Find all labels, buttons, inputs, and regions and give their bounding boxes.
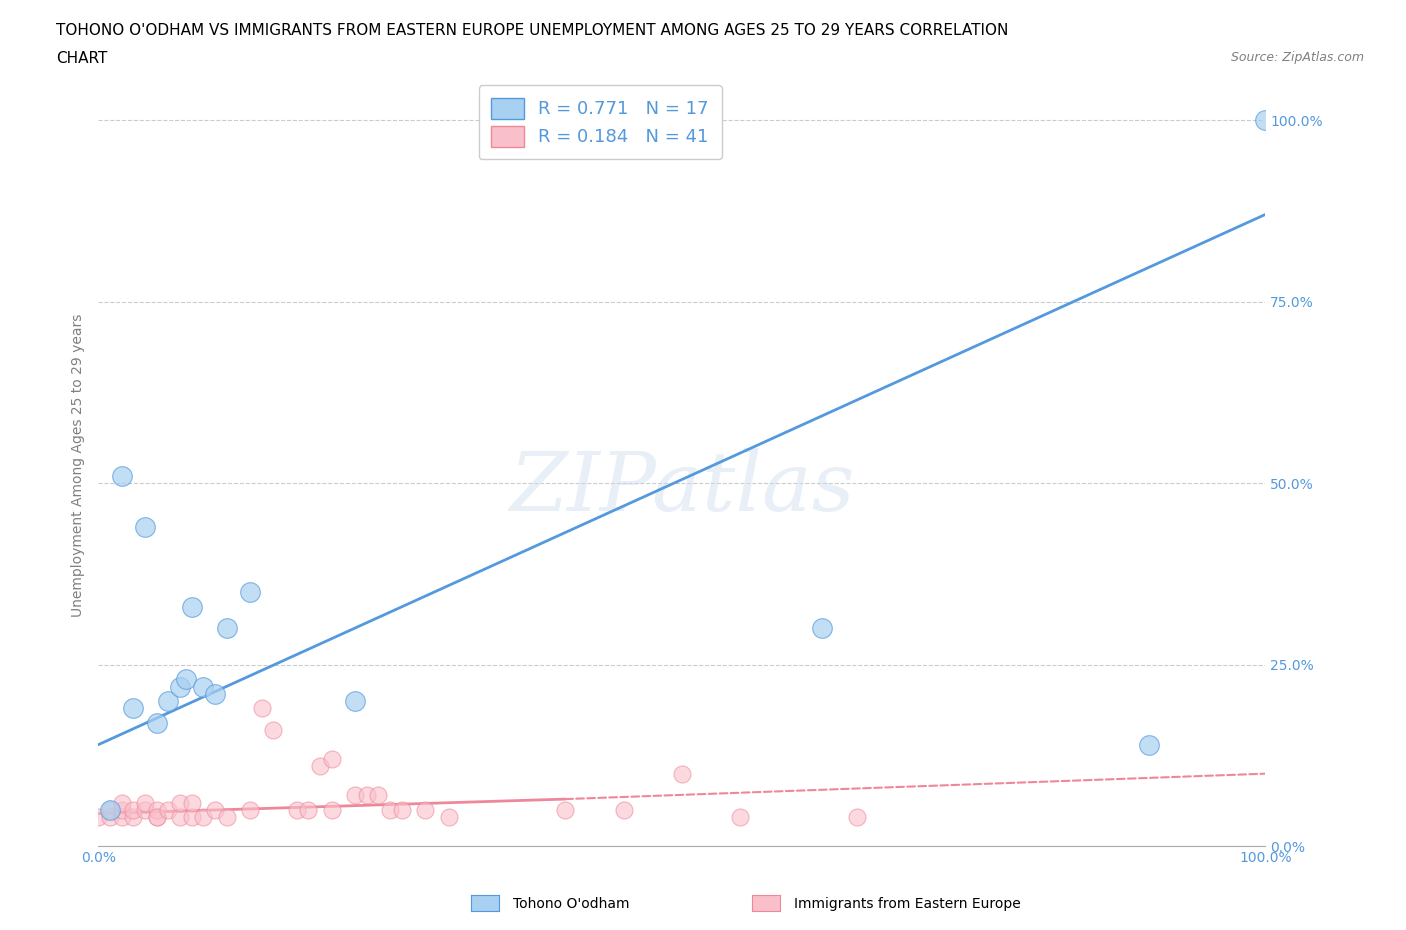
Point — [811, 621, 834, 636]
Point — [309, 759, 332, 774]
Point — [204, 803, 226, 817]
Text: TOHONO O'ODHAM VS IMMIGRANTS FROM EASTERN EUROPE UNEMPLOYMENT AMONG AGES 25 TO 2: TOHONO O'ODHAM VS IMMIGRANTS FROM EASTER… — [56, 23, 1008, 38]
Point — [169, 795, 191, 810]
Point — [845, 810, 868, 825]
Point — [285, 803, 308, 817]
Legend: R = 0.771   N = 17, R = 0.184   N = 41: R = 0.771 N = 17, R = 0.184 N = 41 — [479, 86, 721, 159]
Point — [134, 519, 156, 534]
Text: Tohono O'odham: Tohono O'odham — [513, 897, 630, 911]
Point — [215, 621, 238, 636]
Point — [250, 701, 273, 716]
Point — [111, 803, 134, 817]
Point — [169, 679, 191, 694]
Point — [297, 803, 319, 817]
Point — [730, 810, 752, 825]
Point — [193, 810, 215, 825]
Point — [193, 679, 215, 694]
Point — [204, 686, 226, 701]
Point — [180, 810, 202, 825]
Point — [146, 810, 169, 825]
Point — [378, 803, 402, 817]
Point — [146, 715, 169, 730]
Point — [413, 803, 436, 817]
Point — [356, 788, 378, 803]
Y-axis label: Unemployment Among Ages 25 to 29 years: Unemployment Among Ages 25 to 29 years — [70, 313, 84, 617]
Point — [367, 788, 389, 803]
Point — [344, 694, 367, 709]
Point — [612, 803, 634, 817]
Point — [98, 810, 121, 825]
Point — [87, 810, 110, 825]
Point — [1137, 737, 1160, 752]
Point — [134, 795, 156, 810]
Point — [111, 469, 134, 484]
Point — [98, 803, 121, 817]
Point — [344, 788, 367, 803]
Point — [122, 803, 145, 817]
Point — [180, 599, 202, 614]
Point — [169, 810, 191, 825]
Point — [671, 766, 693, 781]
Point — [239, 803, 262, 817]
Text: Source: ZipAtlas.com: Source: ZipAtlas.com — [1230, 51, 1364, 64]
Point — [1254, 113, 1277, 127]
Point — [262, 723, 284, 737]
Point — [437, 810, 460, 825]
Point — [321, 751, 343, 766]
Point — [174, 671, 197, 686]
Point — [391, 803, 413, 817]
Point — [146, 810, 169, 825]
Point — [111, 810, 134, 825]
Point — [157, 803, 180, 817]
Point — [157, 694, 180, 709]
Point — [215, 810, 238, 825]
Point — [122, 810, 145, 825]
Point — [134, 803, 156, 817]
Text: CHART: CHART — [56, 51, 108, 66]
Point — [122, 701, 145, 716]
Point — [111, 795, 134, 810]
Point — [239, 585, 262, 600]
Point — [146, 803, 169, 817]
Text: Immigrants from Eastern Europe: Immigrants from Eastern Europe — [794, 897, 1021, 911]
Point — [554, 803, 576, 817]
Text: ZIPatlas: ZIPatlas — [509, 448, 855, 528]
Point — [98, 803, 121, 817]
Point — [180, 795, 202, 810]
Point — [321, 803, 343, 817]
